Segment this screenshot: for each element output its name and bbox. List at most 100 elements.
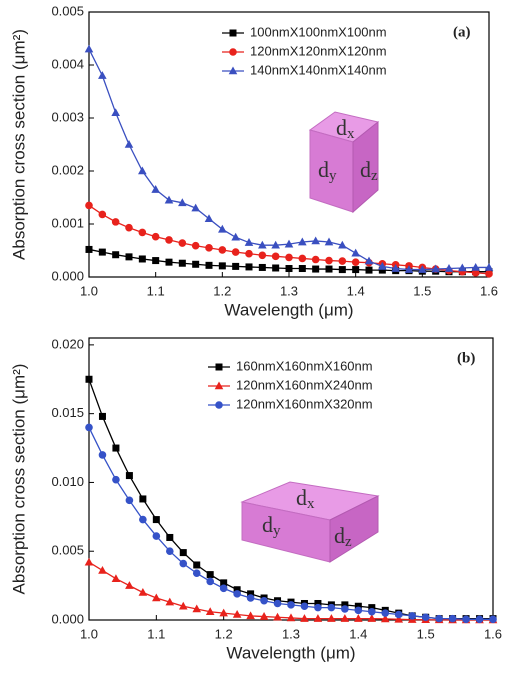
inset-label: dz [360,157,378,184]
data-point [111,218,120,226]
data-point [192,260,200,268]
data-point [178,259,186,267]
data-point [218,262,226,270]
inset-label: dy [318,157,337,184]
data-point [124,140,134,148]
y-tick-label: 0.004 [51,56,84,71]
data-point [98,248,106,256]
data-point [152,257,160,265]
y-tick-label: 0.020 [51,336,84,351]
data-point [165,597,175,606]
data-point [139,515,147,524]
inset-label: dz [334,523,352,550]
data-point [271,240,280,249]
data-point [485,270,493,278]
data-point [378,266,386,274]
data-point [341,605,349,613]
data-point [178,239,187,247]
data-point [246,611,255,620]
data-point [408,612,417,620]
x-axis-title: Wavelength (μm) [226,643,355,662]
data-point [98,451,107,459]
x-tick-label: 1.6 [484,626,502,641]
data-point [338,240,347,249]
data-point [259,612,269,620]
data-point [458,263,467,272]
data-point [418,265,427,273]
legend-label: 120nmX120nmX120nm [250,43,387,58]
data-point [220,579,228,587]
data-point [204,214,214,222]
data-point [151,185,160,193]
data-point [178,198,187,207]
data-point [444,264,454,272]
data-point [394,614,404,623]
data-point [324,237,334,246]
data-point [311,255,320,264]
data-point [364,256,374,265]
y-tick-label: 0.002 [51,162,84,177]
data-point [247,590,255,598]
data-point [245,249,253,258]
data-point [192,569,201,578]
data-point [327,603,336,612]
x-axis-title: Wavelength (μm) [224,300,353,319]
legend-marker [229,48,237,56]
data-point [138,255,146,263]
data-point [125,472,133,480]
data-point [98,565,107,574]
y-axis-title: Absorption cross section (μm²) [9,29,28,260]
data-point [352,266,360,274]
x-tick-label: 1.4 [347,283,365,298]
data-point [325,256,333,265]
legend-marker [228,66,238,75]
data-point [484,262,494,271]
data-point [435,614,443,623]
x-tick-label: 1.0 [80,283,98,298]
data-point [260,596,268,605]
panel-label: (a) [453,24,471,40]
data-point [431,264,440,273]
series-line [88,48,489,271]
legend-marker [229,29,237,37]
data-point [179,549,187,557]
legend-marker [215,401,223,409]
data-point [205,607,215,616]
data-point [338,257,347,265]
data-point [205,244,213,252]
legend-label: 120nmX160nmX240nm [236,377,373,392]
data-point [311,236,320,245]
data-point [313,614,323,622]
data-point [286,613,296,622]
data-point [138,166,147,175]
data-point [111,108,120,116]
data-point [125,496,134,505]
data-point [164,195,174,204]
data-point [475,615,484,624]
data-point [98,412,106,420]
data-point [206,577,214,586]
x-tick-label: 1.1 [147,626,165,641]
data-point [351,248,360,257]
y-tick-label: 0.005 [51,543,84,558]
data-point [448,614,457,623]
data-point [246,594,255,602]
inset-label: dy [262,512,281,539]
data-point [112,475,120,484]
data-point [354,606,363,615]
data-point [85,245,93,253]
data-point [312,265,320,273]
data-point [273,612,282,621]
data-point [232,262,240,270]
data-point [287,601,295,609]
data-point [218,246,227,254]
data-point [111,574,121,583]
cube-inset: dx dy dz [308,111,380,214]
data-point [285,253,293,262]
data-point [219,608,228,617]
data-point [273,599,282,608]
data-point [179,559,188,568]
data-point [112,251,120,259]
data-point [125,223,133,232]
